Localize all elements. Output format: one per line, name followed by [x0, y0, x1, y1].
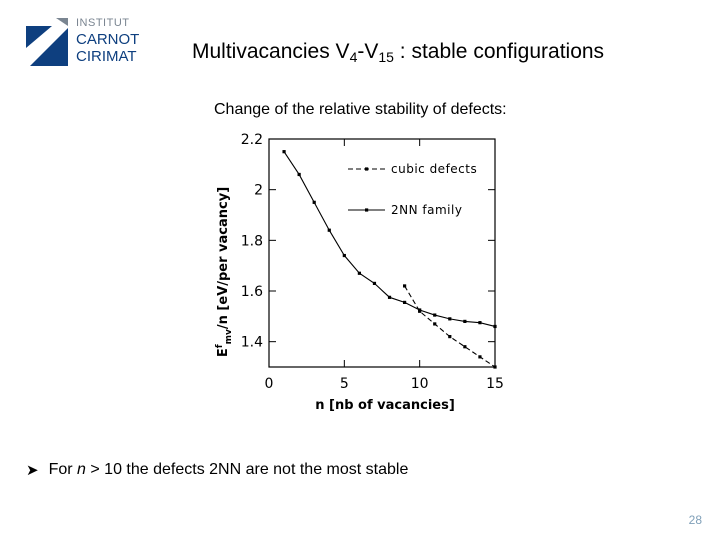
data-point [493, 324, 497, 329]
stability-chart: Efmv/n [eV/per vacancy] n [nb of vacanci… [207, 127, 513, 417]
bullet-variable: n [77, 461, 86, 478]
conclusion-bullet: ➤ For n > 10 the defects 2NN are not the… [26, 461, 408, 479]
x-tick-label: 5 [340, 376, 349, 392]
y-tick-label: 1.4 [241, 335, 263, 351]
data-point [433, 313, 437, 317]
bullet-text: > 10 the defects 2NN are not the most st… [85, 461, 409, 478]
y-axis-label: Efmv/n [eV/per vacancy] [215, 187, 234, 357]
title-sub-2: 15 [378, 49, 394, 65]
logo-wordmark: INSTITUT CARNOT CIRIMAT [76, 17, 140, 65]
logo-mark-icon [26, 18, 68, 66]
x-tick-label: 0 [265, 376, 274, 392]
y-label-sub: mv [224, 329, 234, 344]
data-point [342, 253, 346, 258]
logo-line-3: CIRIMAT [76, 48, 137, 65]
svg-text:Efmv/n [eV/per vacancy]: Efmv/n [eV/per vacancy] [215, 187, 234, 357]
figure-caption: Change of the relative stability of defe… [214, 101, 507, 118]
data-point [403, 284, 407, 288]
title-sub-1: 4 [349, 49, 358, 65]
legend-marker-2 [365, 208, 369, 212]
data-point [463, 319, 467, 323]
logo-line-1: INSTITUT [76, 17, 130, 29]
slide-title: Multivacancies V4-V15 : stable configura… [192, 40, 604, 65]
data-point [418, 308, 422, 312]
page-number: 28 [688, 513, 702, 527]
data-point [312, 200, 316, 204]
y-label-rest: /n [eV/per vacancy] [216, 187, 231, 329]
arrow-bullet-icon: ➤ [26, 462, 39, 479]
data-point [282, 150, 286, 154]
plot-frame [268, 138, 496, 368]
x-tick-label: 10 [411, 376, 429, 392]
y-tick-label: 2.2 [241, 132, 263, 148]
data-point [478, 355, 482, 359]
data-point [357, 271, 361, 275]
data-point [433, 322, 437, 326]
data-point [463, 345, 467, 349]
title-middle: -V [357, 40, 379, 63]
y-tick-label: 2 [254, 183, 263, 199]
legend-label-1: cubic defects [391, 162, 477, 176]
data-point [448, 317, 452, 321]
x-axis-label: n [nb of vacancies] [315, 398, 455, 413]
y-tick-label: 1.8 [241, 233, 263, 249]
data-point [372, 281, 377, 285]
y-label-main: E [216, 348, 231, 357]
title-prefix: Multivacancies V [192, 40, 350, 63]
institut-carnot-cirimat-logo: INSTITUT CARNOT CIRIMAT [26, 18, 146, 70]
data-point [493, 365, 497, 369]
data-point [448, 335, 452, 339]
title-suffix: : stable configurations [393, 40, 605, 63]
y-tick-label: 1.6 [241, 284, 263, 300]
x-tick-label: 15 [486, 376, 504, 392]
data-point [297, 172, 301, 177]
bullet-prefix: For [48, 461, 78, 478]
data-point [403, 300, 407, 304]
logo-line-2: CARNOT [76, 31, 140, 48]
y-label-sup: f [215, 344, 225, 348]
legend-marker-1 [365, 167, 369, 171]
stability-figure: Efmv/n [eV/per vacancy] n [nb of vacanci… [207, 127, 513, 417]
legend-label-2: 2NN family [391, 203, 462, 217]
data-point [478, 321, 482, 325]
data-point [327, 228, 331, 232]
data-point [387, 295, 392, 299]
